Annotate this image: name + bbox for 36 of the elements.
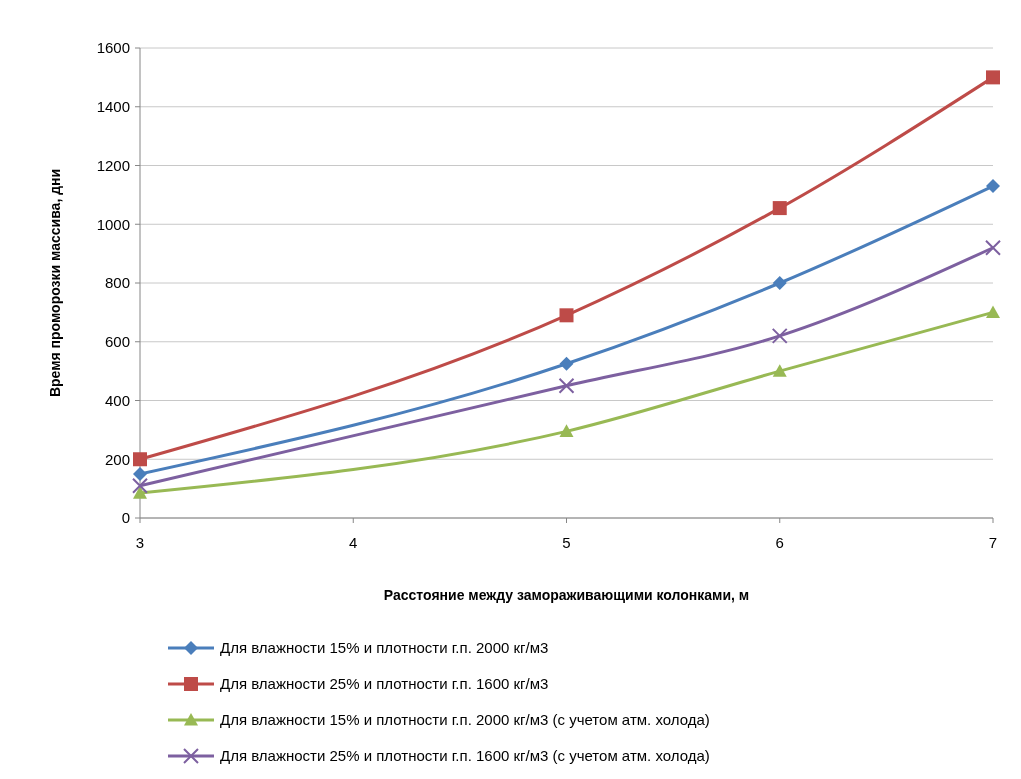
point <box>772 276 787 290</box>
point <box>558 377 575 394</box>
point <box>986 179 1000 194</box>
point <box>559 308 574 323</box>
y-tick-label: 400 <box>104 391 130 409</box>
y-tick-label: 1000 <box>96 215 130 233</box>
y-axis-title: Время проморозки массива, дни <box>47 168 63 398</box>
x-tick-label: 4 <box>349 534 358 551</box>
y-tick-label: 600 <box>104 333 130 350</box>
point <box>559 424 574 437</box>
point <box>772 201 787 216</box>
point <box>559 356 574 371</box>
point <box>986 305 1000 318</box>
point <box>985 239 1001 256</box>
x-tick-label: 5 <box>562 534 571 551</box>
y-tick-label: 1200 <box>96 156 130 174</box>
y-tick-label: 200 <box>104 450 130 468</box>
point <box>133 466 147 481</box>
y-tick-label: 0 <box>121 509 130 527</box>
x-tick-label: 6 <box>775 534 784 551</box>
x-tick-label: 3 <box>135 534 145 551</box>
x-axis-title: Расстояние между замораживающими колонками, м <box>383 587 750 603</box>
legend-label: Для влажности 15% и плотности г.п. 2000 кг/м3 <box>220 639 549 657</box>
point <box>132 477 148 494</box>
legend-label: Для влажности 25% и плотности г.п. 1600 кг/м3 (с учетом атм. холода) <box>220 747 710 765</box>
point <box>133 452 147 467</box>
point <box>772 364 787 377</box>
legend-label: Для влажности 15% и плотности г.п. 2000 кг/м3 (с учетом атм. холода) <box>220 711 710 729</box>
point <box>771 327 788 344</box>
x-tick-label: 7 <box>988 534 998 551</box>
point <box>133 486 147 499</box>
point <box>986 70 1000 85</box>
y-tick-label: 1400 <box>96 98 130 115</box>
y-tick-label: 1600 <box>96 39 130 57</box>
y-tick-label: 800 <box>104 274 130 292</box>
legend-label: Для влажности 25% и плотности г.п. 1600 кг/м3 <box>220 675 549 693</box>
